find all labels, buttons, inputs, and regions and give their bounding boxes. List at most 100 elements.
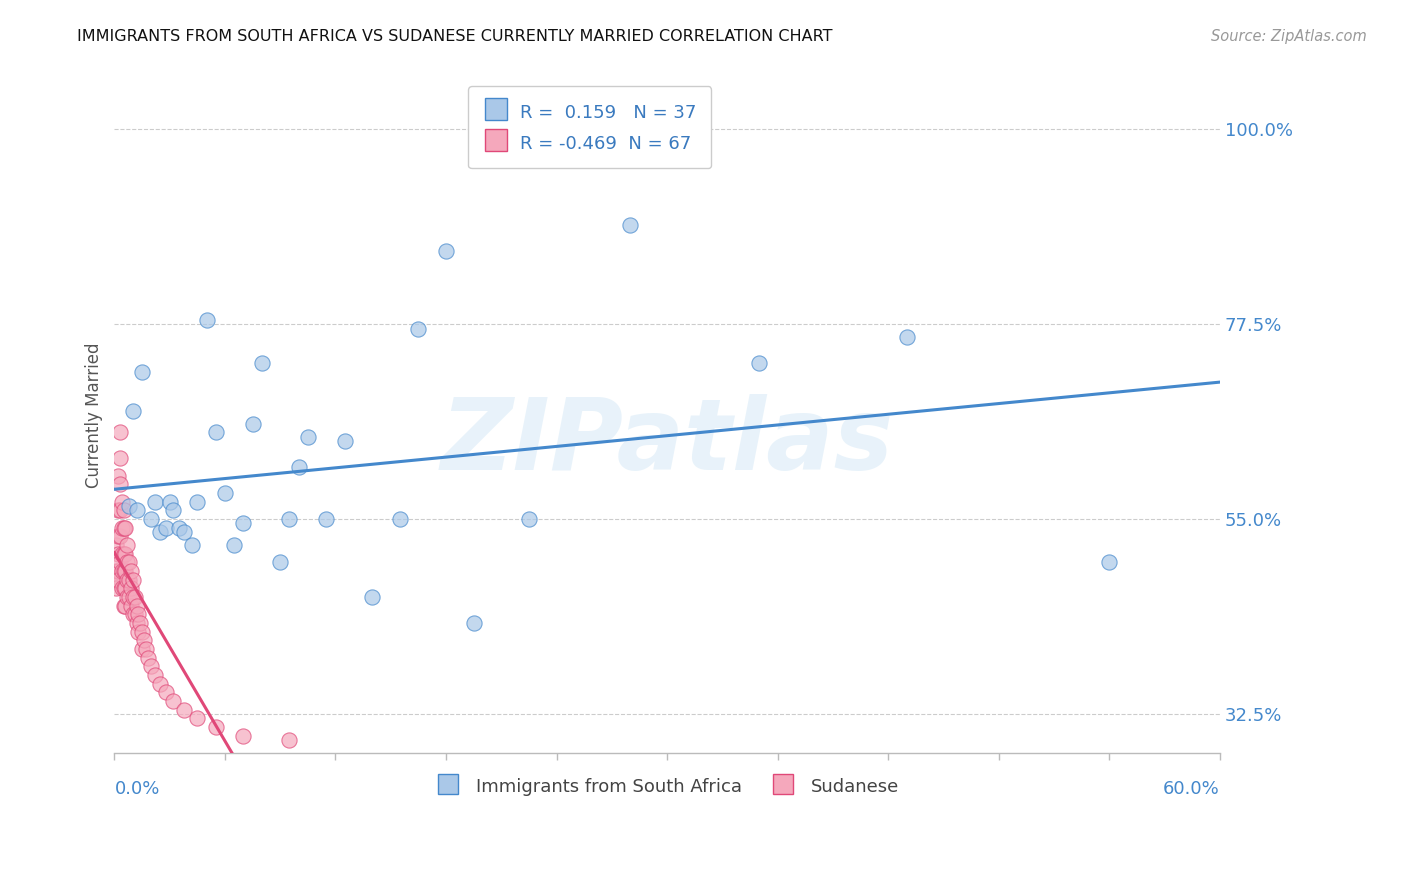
- Legend: Immigrants from South Africa, Sudanese: Immigrants from South Africa, Sudanese: [427, 768, 907, 805]
- Point: [1098, 555, 1121, 569]
- Point: [232, 729, 254, 743]
- Point: [155, 521, 177, 535]
- Point: [125, 599, 148, 613]
- Point: [149, 524, 172, 539]
- Point: [117, 590, 139, 604]
- Point: [250, 356, 273, 370]
- Point: [108, 529, 131, 543]
- Point: [118, 573, 141, 587]
- Point: [107, 547, 129, 561]
- Point: [120, 599, 142, 613]
- Point: [112, 564, 135, 578]
- Point: [173, 702, 195, 716]
- Point: [131, 365, 153, 379]
- Point: [180, 538, 202, 552]
- Point: [118, 590, 141, 604]
- Point: [118, 499, 141, 513]
- Point: [121, 404, 143, 418]
- Text: IMMIGRANTS FROM SOUTH AFRICA VS SUDANESE CURRENTLY MARRIED CORRELATION CHART: IMMIGRANTS FROM SOUTH AFRICA VS SUDANESE…: [77, 29, 832, 44]
- Point: [105, 573, 128, 587]
- Point: [108, 477, 131, 491]
- Point: [125, 615, 148, 630]
- Point: [117, 538, 139, 552]
- Point: [333, 434, 356, 449]
- Point: [463, 615, 485, 630]
- Point: [619, 218, 641, 232]
- Point: [118, 555, 141, 569]
- Point: [159, 494, 181, 508]
- Point: [143, 668, 166, 682]
- Point: [224, 538, 246, 552]
- Point: [107, 564, 129, 578]
- Point: [117, 555, 139, 569]
- Point: [167, 521, 190, 535]
- Point: [124, 607, 146, 622]
- Point: [131, 624, 153, 639]
- Point: [278, 512, 301, 526]
- Point: [112, 521, 135, 535]
- Point: [121, 607, 143, 622]
- Point: [112, 503, 135, 517]
- Point: [204, 425, 226, 440]
- Point: [186, 494, 208, 508]
- Point: [121, 573, 143, 587]
- Point: [105, 538, 128, 552]
- Text: 60.0%: 60.0%: [1163, 780, 1220, 797]
- Point: [120, 564, 142, 578]
- Point: [112, 599, 135, 613]
- Point: [195, 313, 218, 327]
- Point: [132, 633, 155, 648]
- Point: [125, 503, 148, 517]
- Point: [120, 582, 142, 596]
- Point: [131, 642, 153, 657]
- Point: [107, 573, 129, 587]
- Point: [121, 590, 143, 604]
- Text: Source: ZipAtlas.com: Source: ZipAtlas.com: [1211, 29, 1367, 44]
- Text: ZIPatlas: ZIPatlas: [440, 393, 894, 491]
- Point: [408, 321, 430, 335]
- Point: [315, 512, 337, 526]
- Point: [242, 417, 264, 431]
- Point: [114, 521, 136, 535]
- Point: [108, 425, 131, 440]
- Point: [361, 590, 384, 604]
- Point: [162, 694, 184, 708]
- Point: [149, 676, 172, 690]
- Point: [127, 624, 149, 639]
- Point: [173, 524, 195, 539]
- Point: [155, 685, 177, 699]
- Point: [124, 590, 146, 604]
- Point: [114, 547, 136, 561]
- Point: [896, 330, 918, 344]
- Point: [517, 512, 540, 526]
- Point: [162, 503, 184, 517]
- Point: [111, 521, 134, 535]
- Point: [388, 512, 411, 526]
- Point: [135, 642, 157, 657]
- Point: [186, 711, 208, 725]
- Point: [108, 451, 131, 466]
- Point: [105, 582, 128, 596]
- Point: [269, 555, 291, 569]
- Point: [107, 503, 129, 517]
- Point: [114, 599, 136, 613]
- Point: [108, 503, 131, 517]
- Point: [136, 650, 159, 665]
- Point: [112, 582, 135, 596]
- Point: [114, 582, 136, 596]
- Point: [108, 555, 131, 569]
- Point: [111, 494, 134, 508]
- Point: [105, 564, 128, 578]
- Point: [111, 582, 134, 596]
- Point: [434, 244, 457, 258]
- Point: [127, 607, 149, 622]
- Text: 0.0%: 0.0%: [114, 780, 160, 797]
- Y-axis label: Currently Married: Currently Married: [86, 343, 103, 488]
- Point: [143, 494, 166, 508]
- Point: [107, 529, 129, 543]
- Point: [204, 720, 226, 734]
- Point: [107, 468, 129, 483]
- Point: [111, 547, 134, 561]
- Point: [278, 732, 301, 747]
- Point: [141, 512, 163, 526]
